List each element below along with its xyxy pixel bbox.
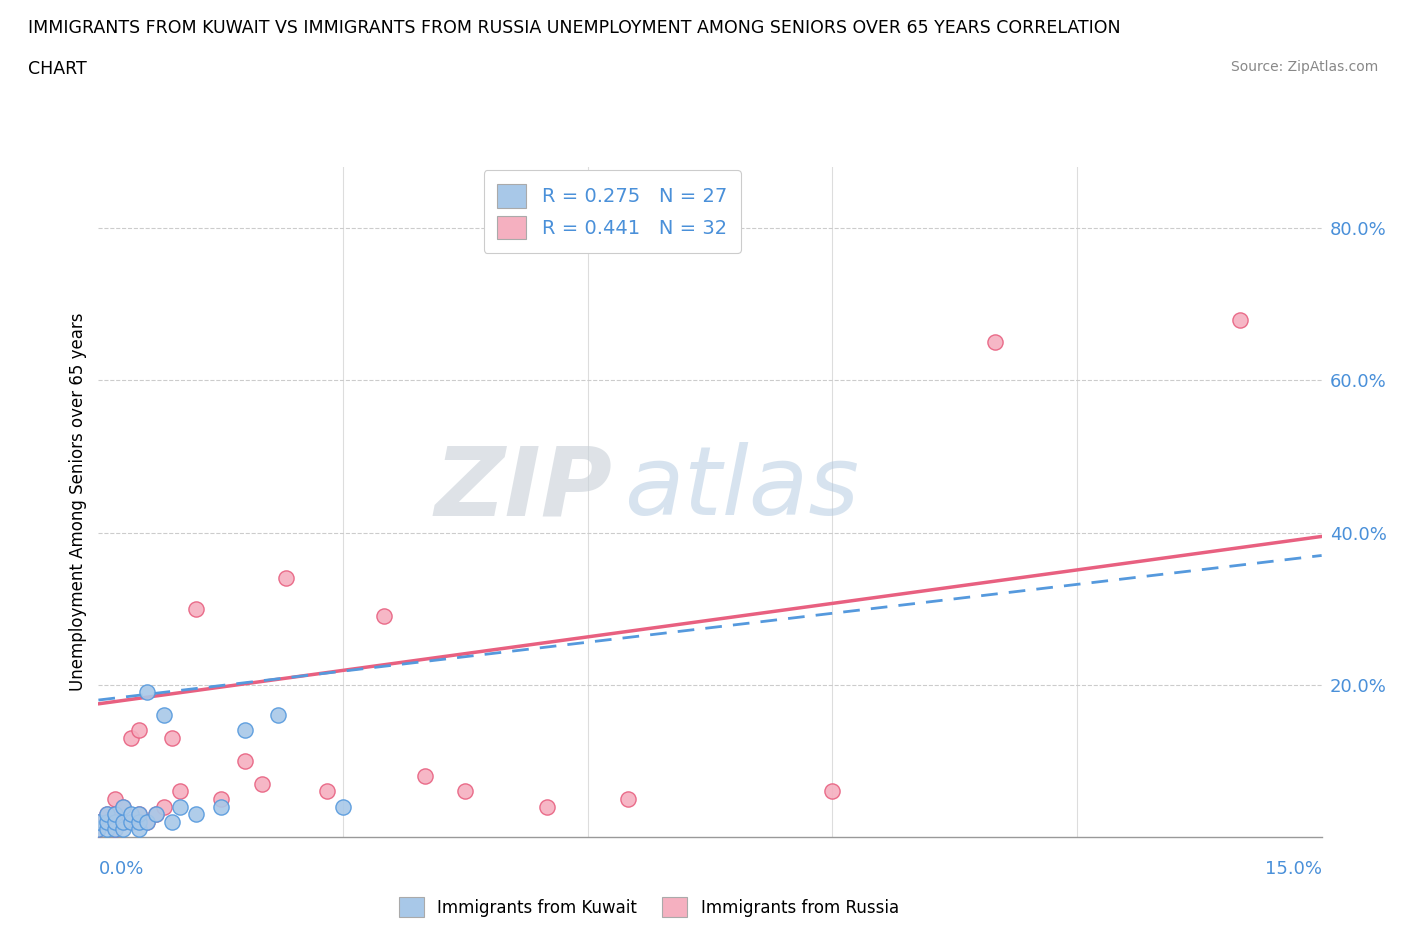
Point — [120, 815, 142, 830]
Point — [373, 609, 395, 624]
Point — [111, 815, 134, 830]
Point — [120, 731, 142, 746]
Point — [96, 815, 118, 830]
Point — [87, 822, 110, 837]
Point — [104, 806, 127, 821]
Point — [111, 822, 134, 837]
Point — [136, 815, 159, 830]
Point — [169, 799, 191, 814]
Point — [96, 815, 118, 830]
Point — [152, 708, 174, 723]
Point — [152, 799, 174, 814]
Point — [984, 335, 1007, 350]
Text: CHART: CHART — [28, 60, 87, 78]
Text: 15.0%: 15.0% — [1264, 860, 1322, 878]
Point — [136, 815, 159, 830]
Point — [169, 784, 191, 799]
Point — [160, 731, 183, 746]
Text: 0.0%: 0.0% — [98, 860, 143, 878]
Point — [128, 815, 150, 830]
Point — [87, 815, 110, 830]
Point — [128, 806, 150, 821]
Y-axis label: Unemployment Among Seniors over 65 years: Unemployment Among Seniors over 65 years — [69, 313, 87, 691]
Point — [104, 822, 127, 837]
Point — [128, 822, 150, 837]
Point — [104, 815, 127, 830]
Text: IMMIGRANTS FROM KUWAIT VS IMMIGRANTS FROM RUSSIA UNEMPLOYMENT AMONG SENIORS OVER: IMMIGRANTS FROM KUWAIT VS IMMIGRANTS FRO… — [28, 19, 1121, 36]
Point — [145, 806, 167, 821]
Point — [315, 784, 337, 799]
Text: Source: ZipAtlas.com: Source: ZipAtlas.com — [1230, 60, 1378, 74]
Point — [96, 806, 118, 821]
Point — [111, 799, 134, 814]
Point — [136, 685, 159, 700]
Point — [104, 822, 127, 837]
Point — [209, 791, 232, 806]
Point — [128, 806, 150, 821]
Point — [454, 784, 477, 799]
Point — [186, 806, 208, 821]
Point — [250, 777, 273, 791]
Point — [120, 815, 142, 830]
Point — [87, 815, 110, 830]
Point — [821, 784, 844, 799]
Point — [274, 571, 297, 586]
Point — [128, 723, 150, 737]
Text: atlas: atlas — [624, 443, 859, 536]
Point — [1229, 312, 1251, 327]
Point — [233, 723, 256, 737]
Point — [160, 815, 183, 830]
Point — [111, 815, 134, 830]
Point — [96, 822, 118, 837]
Point — [145, 806, 167, 821]
Point — [617, 791, 640, 806]
Legend: Immigrants from Kuwait, Immigrants from Russia: Immigrants from Kuwait, Immigrants from … — [388, 885, 910, 929]
Point — [111, 799, 134, 814]
Text: ZIP: ZIP — [434, 443, 612, 536]
Point — [87, 822, 110, 837]
Point — [186, 602, 208, 617]
Point — [536, 799, 558, 814]
Point — [267, 708, 290, 723]
Point — [233, 753, 256, 768]
Point — [104, 791, 127, 806]
Point — [96, 806, 118, 821]
Point — [332, 799, 354, 814]
Point — [413, 769, 436, 784]
Point — [104, 806, 127, 821]
Point — [120, 806, 142, 821]
Point — [209, 799, 232, 814]
